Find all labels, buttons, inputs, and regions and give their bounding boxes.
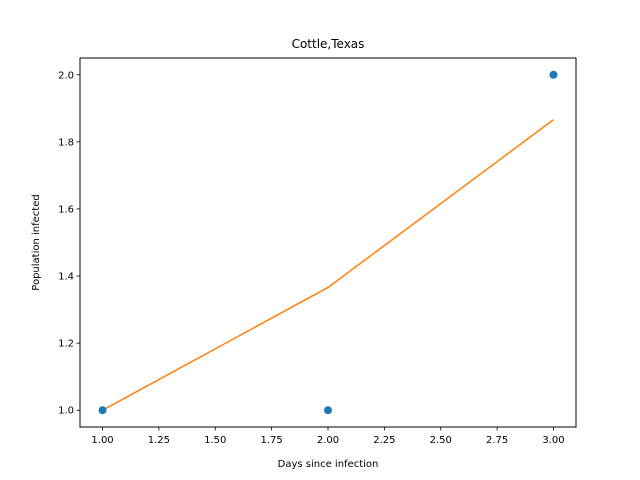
x-tick-label: 1.25	[148, 435, 170, 446]
y-axis-label: Population infected	[31, 194, 42, 290]
x-tick-label: 2.25	[373, 435, 395, 446]
x-tick-label: 2.00	[317, 435, 339, 446]
data-point	[324, 406, 332, 415]
data-point	[549, 70, 558, 79]
x-tick-label: 1.75	[261, 435, 283, 446]
x-tick-label: 2.50	[430, 435, 452, 446]
y-tick-label: 1.2	[58, 339, 74, 350]
x-tick-label: 3.00	[542, 435, 564, 446]
x-axis-label: Days since infection	[278, 459, 379, 470]
fit-line	[102, 119, 554, 411]
y-tick-label: 1.8	[58, 137, 74, 148]
x-tick-label: 1.50	[204, 435, 226, 446]
y-axis: 1.0 1.2 1.4 1.6 1.8 2.0	[58, 70, 80, 417]
data-point	[98, 406, 107, 415]
plot-area	[98, 70, 558, 415]
chart-title: Cottle,Texas	[292, 37, 365, 51]
y-tick-label: 1.6	[58, 204, 74, 215]
x-axis: 1.00 1.25 1.50 1.75 2.00 2.25 2.50 2.75 3.00	[91, 427, 565, 446]
y-tick-label: 1.4	[58, 272, 74, 283]
x-tick-label: 1.00	[91, 435, 113, 446]
axes-frame	[79, 57, 577, 428]
y-tick-label: 1.0	[58, 406, 74, 417]
y-tick-label: 2.0	[58, 70, 74, 81]
x-tick-label: 2.75	[486, 435, 508, 446]
